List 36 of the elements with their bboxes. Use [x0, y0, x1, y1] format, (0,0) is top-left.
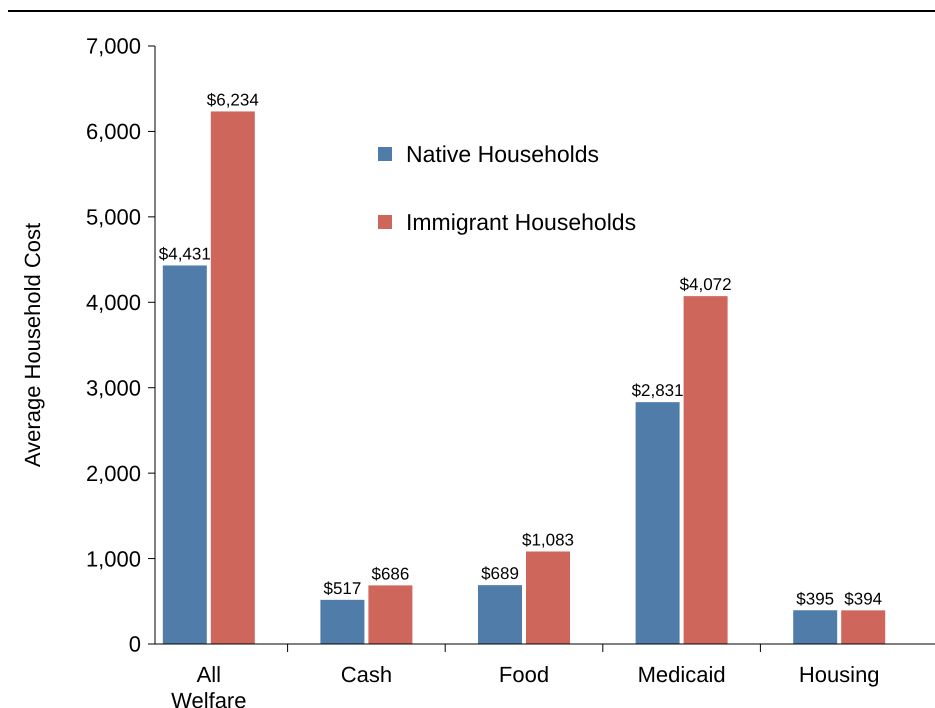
bar	[162, 265, 207, 644]
legend-label: Immigrant Households	[406, 209, 636, 236]
bar	[526, 551, 570, 644]
legend-label: Native Households	[406, 141, 600, 168]
data-label: $2,831	[632, 381, 684, 400]
x-tick-label: Food	[498, 662, 550, 687]
y-tick-label: 2,000	[86, 460, 141, 486]
bar	[841, 610, 886, 644]
x-tick-label: All Welfare	[171, 662, 247, 708]
bar	[684, 296, 728, 644]
data-label: $517	[323, 578, 362, 598]
bar	[793, 610, 838, 644]
y-tick-label: 6,000	[86, 119, 141, 144]
bar	[478, 585, 522, 644]
bar	[368, 585, 412, 644]
x-tick-label: Housing	[798, 662, 880, 687]
data-label: $1,083	[522, 530, 574, 550]
data-label: $4,072	[680, 275, 732, 294]
y-tick-label: 0	[128, 632, 141, 657]
data-label: $686	[371, 564, 410, 584]
x-tick-label: Medicaid	[638, 662, 726, 687]
data-label: $394	[844, 589, 882, 608]
y-tick-label: 5,000	[86, 204, 141, 230]
data-label: $395	[796, 589, 834, 608]
data-label: $689	[481, 564, 519, 584]
y-axis-title: Average Household Cost	[20, 222, 45, 468]
data-label: $4,431	[158, 244, 211, 264]
y-tick-label: 4,000	[86, 290, 141, 315]
bar	[210, 111, 255, 644]
y-tick-label: 1,000	[86, 546, 141, 572]
bar	[320, 600, 364, 644]
data-label: $6,234	[206, 90, 259, 110]
y-tick-label: 7,000	[86, 34, 141, 59]
x-tick-label: Cash	[340, 662, 392, 687]
bar	[636, 402, 680, 644]
y-tick-label: 3,000	[86, 375, 141, 400]
